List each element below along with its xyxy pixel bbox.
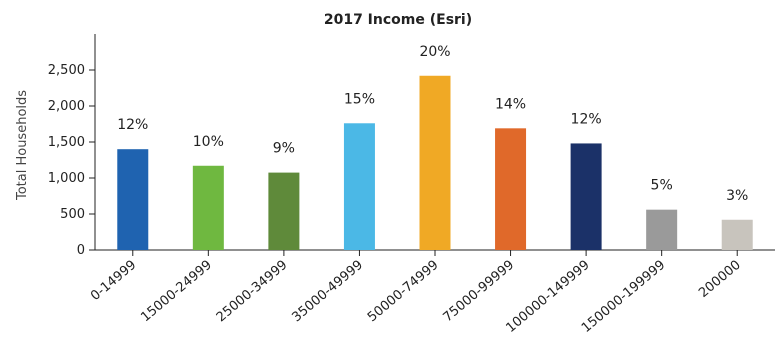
plot-area: 0 500 1,000 1,500 2,000 2,500 12% 0-14999 10% 150… <box>48 34 775 336</box>
bar <box>646 209 678 250</box>
bar <box>343 123 375 250</box>
y-tick-label: 1,000 <box>48 171 85 186</box>
y-tick-label: 500 <box>60 207 85 222</box>
x-tick-label: 75000-99999 <box>441 258 518 326</box>
bar-data-label: 15% <box>344 91 375 107</box>
bar-data-label: 9% <box>273 141 295 157</box>
bar <box>117 149 149 250</box>
bar-data-label: 14% <box>495 96 526 112</box>
chart-title: 2017 Income (Esri) <box>324 12 472 28</box>
bar <box>419 75 451 250</box>
bar-data-label: 10% <box>193 134 224 150</box>
y-tick-label: 2,000 <box>48 99 85 114</box>
bar <box>268 172 300 250</box>
y-axis-label: Total Households <box>15 90 30 201</box>
bar <box>192 165 224 250</box>
bar-data-label: 12% <box>571 111 602 127</box>
bar-data-label: 5% <box>651 178 673 194</box>
x-tick-label: 25000-34999 <box>214 258 291 326</box>
bar <box>721 219 753 250</box>
bar-data-label: 20% <box>419 44 450 60</box>
y-tick-label: 2,500 <box>48 63 85 78</box>
x-tick-label: 200000 <box>696 258 744 301</box>
x-tick-label: 35000-49999 <box>289 258 366 326</box>
bar <box>495 128 527 250</box>
y-tick-label: 1,500 <box>48 135 85 150</box>
x-tick-label: 0-14999 <box>88 258 139 304</box>
bar-data-label: 3% <box>726 188 748 204</box>
bar <box>570 143 602 250</box>
x-tick-label: 50000-74999 <box>365 258 442 326</box>
y-tick-label: 0 <box>77 243 85 258</box>
bar-data-label: 12% <box>117 117 148 133</box>
x-tick-label: 15000-24999 <box>138 258 215 326</box>
